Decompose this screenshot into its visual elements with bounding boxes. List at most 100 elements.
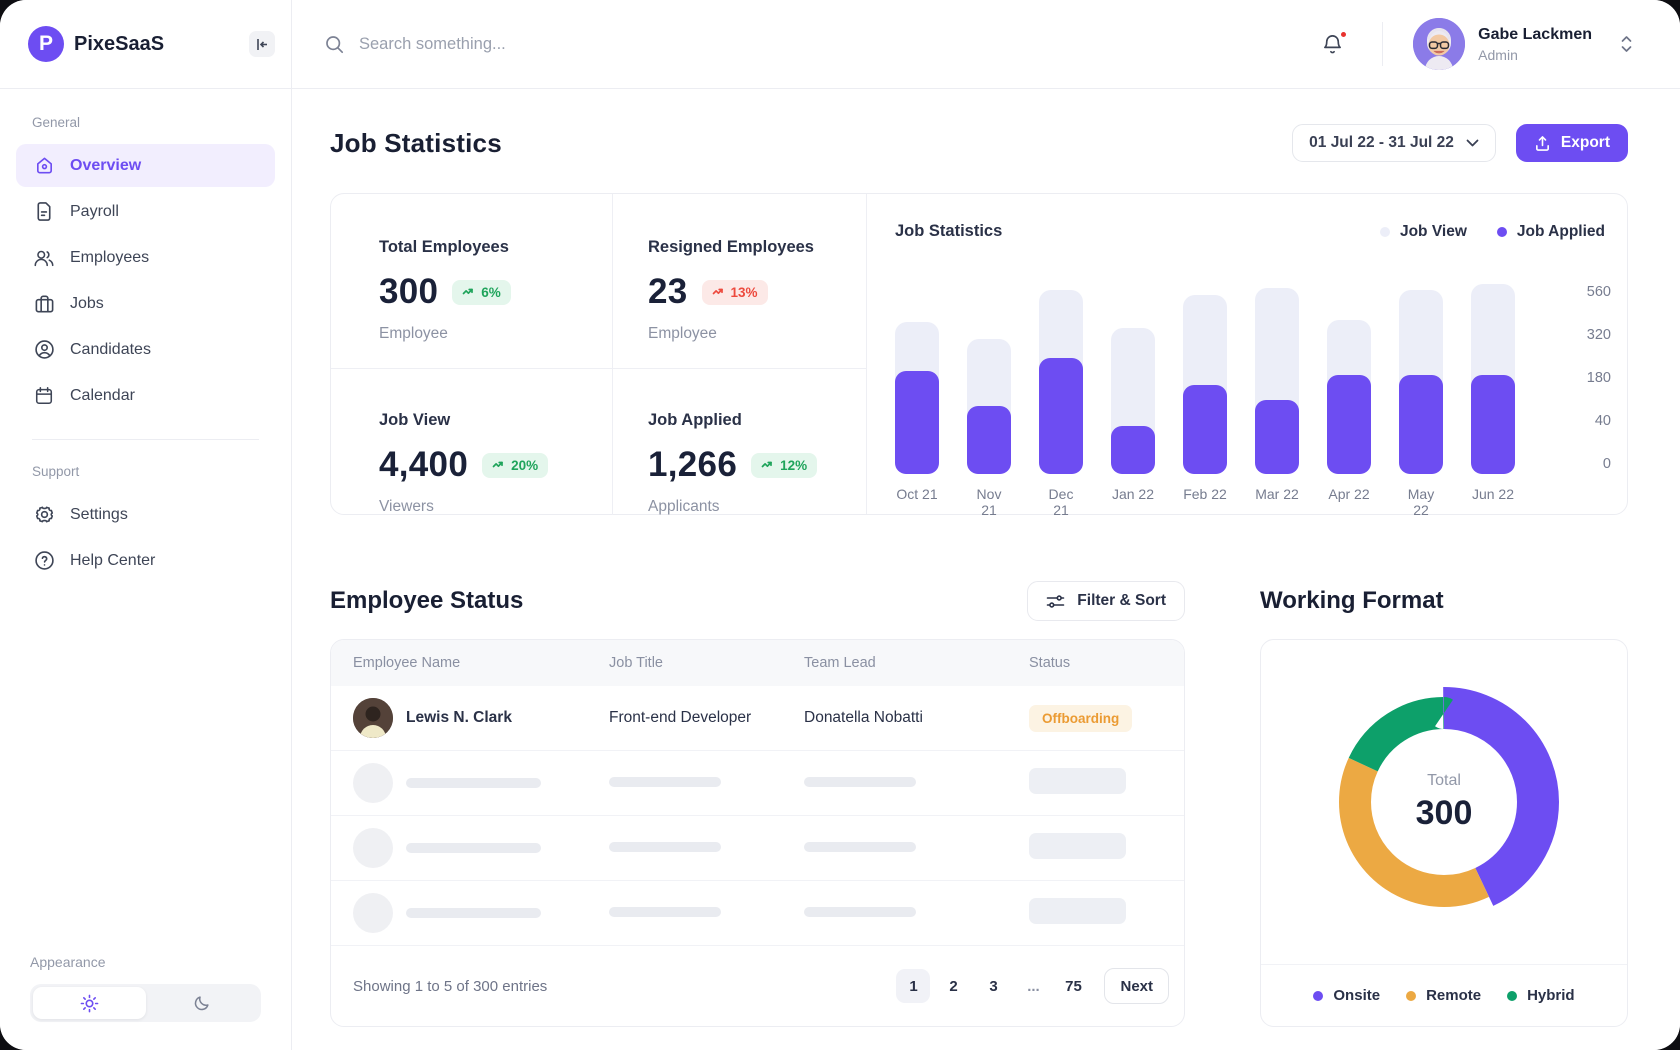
bar-apr-22[interactable] <box>1327 320 1371 474</box>
skeleton-text <box>406 908 541 918</box>
table-footer: Showing 1 to 5 of 300 entries 1 2 3... 75 Ne… <box>331 946 1184 1026</box>
skeleton-avatar <box>353 828 393 868</box>
table-header: Employee Name Job Title Team Lead Status <box>331 640 1184 686</box>
sidebar-item-calendar[interactable]: 1 Calendar <box>16 374 275 417</box>
column-header-job-title: Job Title <box>609 655 663 671</box>
donut-segment-hybrid[interactable] <box>1339 697 1549 907</box>
y-axis-ticks: 560 320 180 40 0 <box>1571 284 1611 472</box>
sidebar-item-settings[interactable]: Settings <box>16 493 275 536</box>
stat-label: Resigned Employees <box>648 238 814 256</box>
bar-fill-dec-21 <box>1039 358 1083 474</box>
chevron-down-icon <box>1466 139 1479 146</box>
stat-card-resigned-employees: Resigned Employees 23 13% Employee <box>613 194 866 369</box>
bar-feb-22[interactable] <box>1183 295 1227 474</box>
table-row-skeleton <box>331 881 1184 946</box>
table-row[interactable]: Lewis N. Clark Front-end Developer Donatel… <box>331 686 1184 751</box>
donut-center-value: 300 <box>1415 793 1473 832</box>
bar-fill-apr-22 <box>1327 375 1371 474</box>
x-tick-label: Nov 21 <box>976 486 1002 518</box>
page-button-3[interactable]: 3 <box>976 969 1010 1003</box>
appearance-label: Appearance <box>30 954 106 970</box>
sidebar-item-candidates[interactable]: Candidates <box>16 328 275 371</box>
x-tick-label: Mar 22 <box>1255 486 1299 502</box>
home-icon <box>33 155 55 177</box>
stat-sublabel: Applicants <box>648 498 720 515</box>
donut-svg <box>1329 687 1559 917</box>
sidebar-header: P PixeSaaS <box>0 0 291 89</box>
skeleton-text <box>406 843 541 853</box>
skeleton-avatar <box>353 893 393 933</box>
legend-item-onsite: Onsite <box>1313 987 1380 1004</box>
bar-jun-22[interactable] <box>1471 284 1515 474</box>
column-header-team-lead: Team Lead <box>804 655 876 671</box>
date-range-select[interactable]: 01 Jul 22 - 31 Jul 22 <box>1292 124 1496 162</box>
upload-icon <box>1535 135 1549 151</box>
briefcase-icon <box>33 293 55 315</box>
x-tick-label: May 22 <box>1407 486 1435 518</box>
export-button[interactable]: Export <box>1515 124 1628 162</box>
sidebar-item-jobs[interactable]: Jobs <box>16 282 275 325</box>
brand-name: PixeSaaS <box>74 32 165 55</box>
column-header-employee-name: Employee Name <box>353 655 461 671</box>
pagination: 1 2 3... 75 Next <box>896 968 1169 1004</box>
chevron-up-down-icon[interactable] <box>1620 34 1633 54</box>
legend-item-hybrid: Hybrid <box>1507 987 1575 1004</box>
page-button-1[interactable]: 1 <box>896 969 931 1003</box>
sidebar-collapse-button[interactable] <box>249 31 275 57</box>
sidebar-item-payroll[interactable]: Payroll <box>16 190 275 233</box>
trend-up-icon <box>761 460 775 470</box>
sidebar-item-label: Settings <box>70 505 128 523</box>
bar-nov-21[interactable] <box>967 339 1011 474</box>
stat-value: 23 <box>648 272 688 311</box>
sidebar-item-employees[interactable]: Employees <box>16 236 275 279</box>
donut-segment-remote[interactable] <box>1339 697 1549 907</box>
sidebar-item-label: Jobs <box>70 294 104 312</box>
filter-sort-button[interactable]: Filter & Sort <box>1027 581 1185 621</box>
nav-section-label-support: Support <box>32 464 80 479</box>
bar-oct-21[interactable] <box>895 322 939 474</box>
employee-status-table: Employee Name Job Title Team Lead Status Le… <box>330 639 1185 1027</box>
bar-fill-jan-22 <box>1111 426 1155 474</box>
bar-dec-21[interactable] <box>1039 290 1083 474</box>
bar-jan-22[interactable] <box>1111 328 1155 474</box>
skeleton-text <box>609 777 721 787</box>
search-input[interactable] <box>359 34 779 54</box>
y-tick-label: 40 <box>1594 413 1611 429</box>
light-mode-button[interactable] <box>33 987 146 1019</box>
bar-mar-22[interactable] <box>1255 288 1299 474</box>
next-page-button[interactable]: Next <box>1104 968 1169 1004</box>
svg-text:1: 1 <box>42 396 46 403</box>
search-icon <box>326 35 344 53</box>
document-icon <box>33 201 55 223</box>
trend-up-icon <box>712 287 726 297</box>
user-circle-icon <box>33 339 55 361</box>
legend-dot <box>1406 990 1417 1001</box>
sun-icon <box>80 994 99 1012</box>
stat-delta-badge: 6% <box>452 279 511 305</box>
page-button-75[interactable]: 75 <box>1056 969 1090 1003</box>
donut-chart: Total 300 <box>1261 640 1627 964</box>
x-tick-label: Jun 22 <box>1471 486 1515 502</box>
user-avatar[interactable] <box>1413 18 1466 70</box>
sidebar-item-overview[interactable]: Overview <box>16 144 275 187</box>
brand-logo-icon: P <box>28 26 64 62</box>
topbar-divider <box>1382 22 1384 66</box>
sidebar-item-help-center[interactable]: Help Center <box>16 539 275 582</box>
x-tick-label: Dec 21 <box>1048 486 1074 518</box>
dark-mode-button[interactable] <box>146 987 259 1019</box>
main-content: Job Statistics 01 Jul 22 - 31 Jul 22 Exp… <box>292 89 1680 1050</box>
page-button-2[interactable]: 2 <box>936 969 970 1003</box>
theme-toggle <box>30 984 261 1022</box>
notifications-button[interactable] <box>1321 29 1349 56</box>
stat-label: Job Applied <box>648 411 742 429</box>
bar-may-22[interactable] <box>1399 290 1443 474</box>
skeleton-text <box>804 777 916 787</box>
legend-item-remote: Remote <box>1406 987 1481 1004</box>
bar-fill-may-22 <box>1399 375 1443 474</box>
sidebar-divider <box>32 439 259 440</box>
skeleton-text <box>804 842 916 852</box>
users-icon <box>33 247 55 269</box>
help-icon <box>33 550 55 572</box>
chart-legend: Job View Job Applied <box>1379 223 1605 241</box>
